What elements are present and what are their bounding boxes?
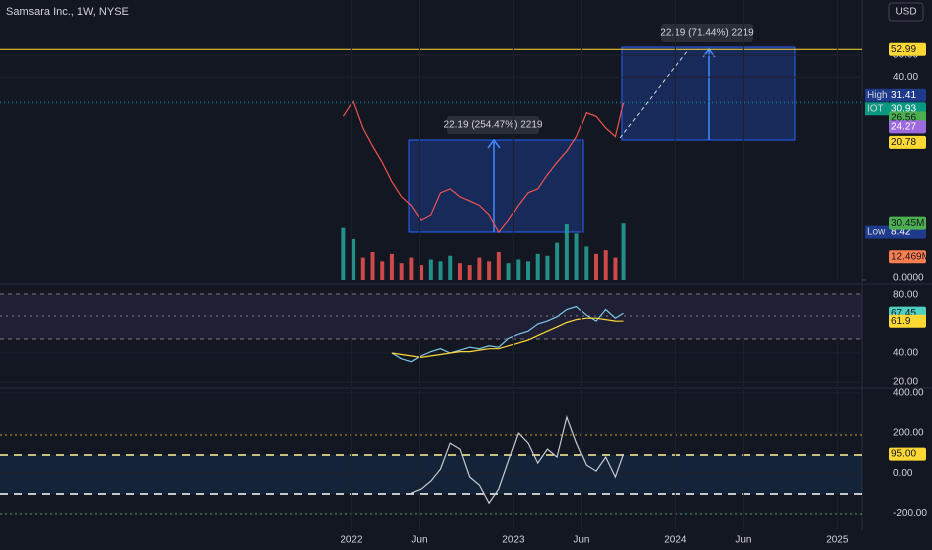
volume-bar (457, 263, 462, 280)
volume-bar (477, 257, 482, 280)
marker-label: Low (867, 227, 886, 238)
price-marker: 67.45 (891, 308, 916, 319)
y-tick-label: 20.00 (893, 377, 918, 388)
measure-box (408, 139, 584, 233)
y-tick-label: 40.00 (893, 72, 918, 83)
price-marker: 26.56 (891, 113, 916, 124)
volume-bar (360, 257, 365, 280)
volume-bar (428, 259, 433, 280)
series-line (391, 317, 624, 359)
volume-marker-bg (889, 250, 926, 264)
volume-bar (535, 253, 540, 280)
symbol-title: Samsara Inc., 1W, NYSE (6, 6, 129, 18)
annotation-box (661, 24, 753, 42)
price-marker: 52.99 (891, 44, 916, 55)
y-tick-label: 200.00 (893, 428, 924, 439)
price-marker: 31.41 (891, 90, 916, 101)
volume-bar (621, 223, 626, 280)
price-marker: 8.42 (891, 227, 911, 238)
annotation: 22.19 (71.44%) 2219 (660, 28, 754, 39)
volume-bar (516, 259, 521, 280)
volume-bar (487, 261, 492, 280)
volume-marker: 30.45M (891, 218, 924, 229)
series-line (391, 305, 624, 363)
marker-label-bg (865, 225, 889, 239)
x-tick-label: Jun (735, 535, 751, 546)
projection-line (619, 49, 689, 139)
x-tick-label: Jun (411, 535, 427, 546)
price-marker-bg (889, 88, 926, 102)
x-tick-label: 2024 (664, 535, 687, 546)
volume-bar (545, 255, 550, 280)
currency-button[interactable] (888, 2, 924, 22)
price-marker-bg (889, 42, 926, 56)
x-tick-label: 2023 (502, 535, 525, 546)
price-marker: 95.00 (891, 449, 916, 460)
marker-label-bg (865, 88, 889, 102)
price-marker-bg (889, 314, 926, 328)
y-tick-label: 80.00 (893, 290, 918, 301)
price-marker: 61.9 (891, 316, 911, 327)
volume-bar (584, 246, 589, 280)
y-tick-label: 40.00 (893, 348, 918, 359)
price-marker: 24.27 (891, 122, 916, 133)
cci-band (0, 455, 862, 494)
annotation-box (447, 116, 539, 134)
rsi-band (0, 294, 862, 339)
volume-bar (496, 252, 501, 280)
x-tick-label: Jun (573, 535, 589, 546)
y-tick-label: 0.00 (893, 468, 913, 479)
volume-bar (389, 253, 394, 280)
x-tick-label: 2022 (340, 535, 363, 546)
volume-bar (603, 250, 608, 280)
y2-tick-label: 0.0000 (893, 273, 924, 284)
volume-bar (594, 253, 599, 280)
volume-bar (448, 255, 453, 280)
volume-bar (555, 242, 560, 280)
volume-marker: 12.469M (891, 251, 930, 262)
price-marker-bg (889, 135, 926, 149)
y-tick-label: 400.00 (893, 388, 924, 399)
volume-bar (467, 265, 472, 280)
volume-bar (351, 238, 356, 280)
volume-bar (506, 263, 511, 280)
volume-bar (574, 233, 579, 280)
series-line (342, 99, 625, 234)
price-marker-bg (889, 447, 926, 461)
series-line (411, 414, 625, 505)
annotation: 22.19 (254.47%) 2219 (444, 120, 543, 131)
price-marker-bg (889, 120, 926, 134)
marker-label-bg (865, 102, 889, 116)
volume-bar (564, 224, 569, 280)
volume-bar (341, 227, 346, 280)
volume-bar (613, 257, 618, 280)
volume-bar (380, 261, 385, 280)
currency[interactable]: USD (895, 7, 916, 18)
price-marker: 20.78 (891, 137, 916, 148)
marker-label: IOT (867, 103, 884, 114)
volume-bar (525, 261, 530, 280)
volume-bar (409, 257, 414, 280)
price-marker: 30.93 (891, 103, 916, 114)
volume-bar (438, 261, 443, 280)
y-tick-label: -200.00 (893, 508, 927, 519)
volume-marker-bg (889, 216, 926, 230)
volume-bar (419, 265, 424, 280)
volume-bar (399, 263, 404, 280)
marker-label: High (867, 90, 888, 101)
volume-bar (370, 252, 375, 280)
x-tick-label: 2025 (826, 535, 849, 546)
measure-arrow-head (487, 138, 501, 149)
